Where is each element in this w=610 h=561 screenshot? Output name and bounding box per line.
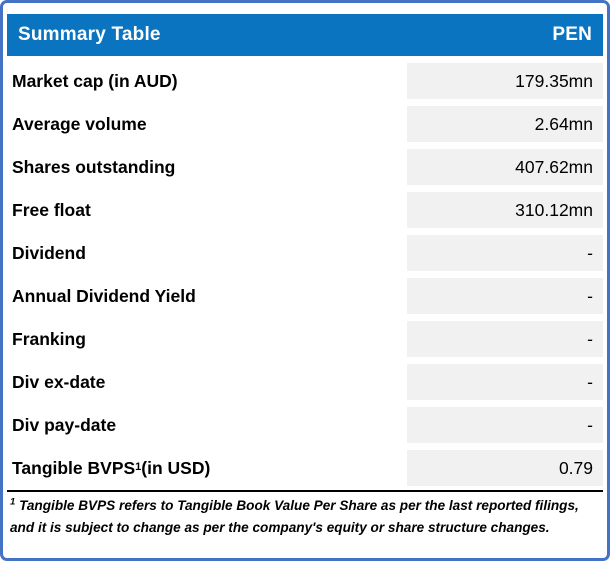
row-value: - — [407, 364, 603, 400]
table-row: Franking - — [7, 321, 603, 357]
row-value: - — [407, 321, 603, 357]
table-rows: Market cap (in AUD) 179.35mn Average vol… — [7, 63, 603, 486]
table-row: Free float 310.12mn — [7, 192, 603, 228]
table-row: Tangible BVPS 1 (in USD) 0.79 — [7, 450, 603, 486]
row-value: - — [407, 235, 603, 271]
footnote: 1 Tangible BVPS refers to Tangible Book … — [7, 490, 603, 539]
row-label: Div pay-date — [12, 414, 117, 435]
table-row: Div pay-date - — [7, 407, 603, 443]
row-label: Div ex-date — [12, 371, 106, 392]
row-value: 310.12mn — [407, 192, 603, 228]
row-label: Average volume — [12, 113, 147, 134]
footnote-text: Tangible BVPS refers to Tangible Book Va… — [10, 498, 579, 535]
ticker-label: PEN — [552, 24, 592, 45]
row-label: Free float — [12, 199, 91, 220]
row-value: 0.79 — [407, 450, 603, 486]
row-label-text: Tangible BVPS — [12, 457, 136, 478]
table-row: Average volume 2.64mn — [7, 106, 603, 142]
table-header: Summary Table PEN — [7, 14, 603, 56]
row-label-text: (in USD) — [141, 457, 211, 478]
table-row: Annual Dividend Yield - — [7, 278, 603, 314]
table-row: Market cap (in AUD) 179.35mn — [7, 63, 603, 99]
row-label: Shares outstanding — [12, 156, 176, 177]
table-title: Summary Table — [18, 24, 161, 45]
table-row: Dividend - — [7, 235, 603, 271]
table-row: Shares outstanding 407.62mn — [7, 149, 603, 185]
row-value: 179.35mn — [407, 63, 603, 99]
footnote-marker: 1 — [10, 496, 16, 508]
row-value: 2.64mn — [407, 106, 603, 142]
row-label: Dividend — [12, 242, 86, 263]
row-value: 407.62mn — [407, 149, 603, 185]
row-label: Annual Dividend Yield — [12, 285, 196, 306]
row-value: - — [407, 278, 603, 314]
table-row: Div ex-date - — [7, 364, 603, 400]
row-label: Tangible BVPS 1 (in USD) — [12, 457, 211, 478]
row-label: Market cap (in AUD) — [12, 70, 178, 91]
row-label: Franking — [12, 328, 86, 349]
row-value: - — [407, 407, 603, 443]
